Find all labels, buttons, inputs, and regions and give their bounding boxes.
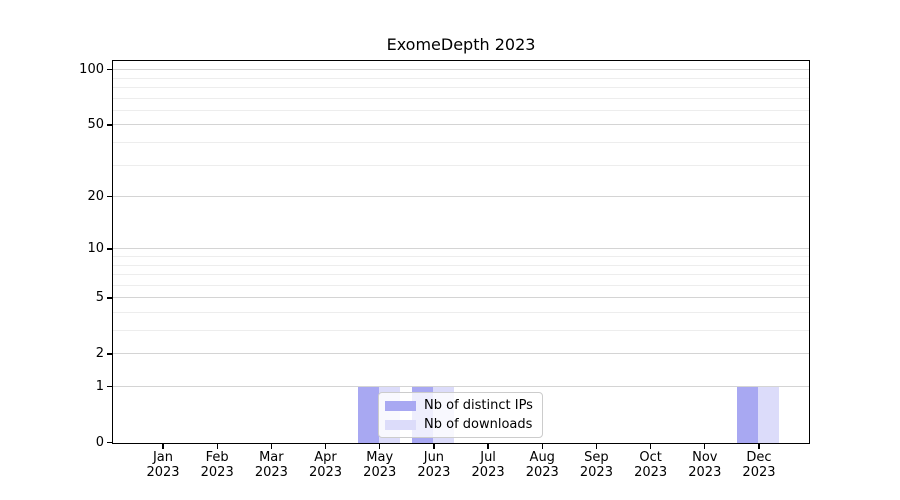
- legend-swatch-icon: [385, 400, 416, 411]
- bar-may-distinct-ips: [358, 387, 380, 443]
- legend-swatch-icon: [385, 419, 416, 430]
- legend-label: Nb of distinct IPs: [424, 398, 533, 413]
- gridline-y-40: [113, 142, 809, 144]
- y-tick-label-1: 1: [95, 378, 104, 394]
- x-tick-mark-jun: [433, 444, 435, 449]
- gridline-y-1: [113, 386, 809, 387]
- y-tick-mark-1: [107, 386, 112, 388]
- x-tick-label-dec: Dec 2023: [742, 450, 776, 480]
- x-tick-mark-jul: [487, 444, 489, 449]
- y-tick-mark-5: [107, 297, 112, 299]
- legend-item-distinct-ips: Nb of distinct IPs: [385, 398, 533, 413]
- x-tick-mark-feb: [216, 444, 218, 449]
- gridline-y-80: [113, 87, 809, 89]
- x-tick-mark-apr: [324, 444, 327, 449]
- gridline-y-10: [113, 248, 809, 250]
- plot-area: [112, 60, 810, 444]
- x-tick-mark-may: [379, 444, 381, 449]
- gridline-y-8: [113, 264, 809, 266]
- x-tick-label-nov: Nov 2023: [688, 450, 722, 480]
- y-tick-mark-2: [107, 353, 112, 355]
- y-tick-label-2: 2: [95, 345, 104, 361]
- gridline-y-90: [113, 77, 809, 79]
- y-tick-mark-10: [107, 248, 112, 250]
- y-tick-label-100: 100: [79, 61, 104, 77]
- gridlines-layer: [113, 61, 809, 443]
- x-tick-label-feb: Feb 2023: [200, 450, 234, 480]
- x-tick-mark-aug: [541, 444, 543, 449]
- x-tick-mark-sep: [595, 444, 598, 449]
- x-tick-label-apr: Apr 2023: [308, 450, 343, 480]
- gridline-y-20: [113, 196, 809, 198]
- legend: Nb of distinct IPs Nb of downloads: [378, 392, 543, 438]
- x-tick-label-jan: Jan 2023: [146, 450, 180, 480]
- y-tick-mark-20: [107, 196, 112, 198]
- bars-layer: [113, 61, 809, 443]
- x-tick-label-sep: Sep 2023: [579, 450, 613, 480]
- y-tick-label-50: 50: [87, 116, 104, 132]
- x-tick-label-jun: Jun 2023: [417, 450, 451, 480]
- gridline-y-60: [113, 109, 809, 111]
- x-tick-mark-mar: [270, 444, 273, 449]
- x-tick-label-may: May 2023: [363, 450, 397, 480]
- x-tick-mark-nov: [704, 444, 706, 449]
- gridline-y-7: [113, 274, 809, 276]
- x-tick-label-jul: Jul 2023: [471, 450, 505, 480]
- legend-label: Nb of downloads: [424, 417, 533, 432]
- y-tick-label-0: 0: [95, 434, 104, 450]
- gridline-y-3: [113, 330, 809, 332]
- x-tick-mark-oct: [650, 444, 652, 449]
- chart-title: ExomeDepth 2023: [386, 35, 536, 54]
- y-tick-label-5: 5: [95, 289, 104, 305]
- gridline-y-100: [113, 69, 809, 71]
- y-tick-mark-100: [107, 69, 112, 71]
- x-tick-label-oct: Oct 2023: [634, 450, 668, 480]
- bar-dec-distinct-ips: [737, 387, 759, 443]
- gridline-y-70: [113, 97, 809, 99]
- x-tick-mark-dec: [758, 444, 760, 449]
- y-tick-label-20: 20: [87, 188, 104, 204]
- x-tick-label-mar: Mar 2023: [254, 450, 288, 480]
- y-tick-mark-50: [107, 124, 112, 126]
- gridline-y-2: [113, 353, 809, 355]
- x-tick-label-aug: Aug 2023: [525, 450, 559, 480]
- gridline-y-50: [113, 124, 809, 126]
- x-tick-mark-jan: [162, 444, 164, 449]
- bar-dec-downloads: [758, 387, 780, 443]
- legend-item-downloads: Nb of downloads: [385, 417, 533, 432]
- gridline-y-6: [113, 284, 809, 286]
- gridline-y-9: [113, 256, 809, 257]
- gridline-y-30: [113, 164, 809, 166]
- gridline-y-5: [113, 297, 809, 299]
- y-tick-mark-0: [107, 442, 112, 444]
- y-tick-label-10: 10: [87, 240, 104, 256]
- gridline-y-4: [113, 311, 809, 313]
